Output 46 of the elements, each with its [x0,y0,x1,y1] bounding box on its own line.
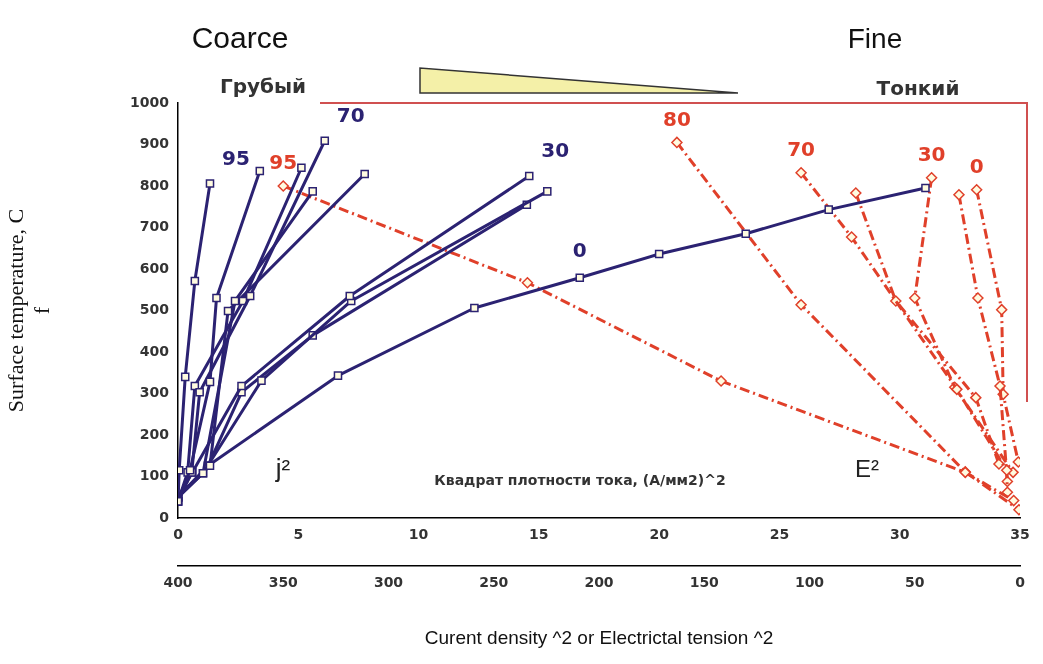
y-tick-label: 200 [139,425,170,442]
x2-tick-label: 150 [689,574,720,591]
x2-tick-label: 350 [268,574,299,591]
y-tick-label: 700 [139,218,170,235]
x-tick-label: 10 [408,526,429,543]
x2-tick-label: 250 [479,574,509,591]
y-tick-label: 500 [139,301,170,318]
series-label: 70 [787,136,815,161]
y-tick-label: 100 [139,467,170,484]
text: Тонкий [876,76,960,101]
annotation: j² [274,453,291,484]
text: Грубый [219,74,307,99]
x2-tick-label: 0 [1015,574,1026,591]
y-tick-label: 1000 [130,93,170,110]
y-tick-label: 400 [139,342,170,359]
series-label: 95 [269,150,298,175]
x-tick-label: 30 [889,526,910,543]
y-tick-label: 600 [139,259,170,276]
x2-tick-label: 50 [905,574,925,591]
series-label: 30 [541,138,570,163]
x-axis-title: Curent density ^2 or Electrictal tension ^2 [424,626,774,648]
y-tick-label: 300 [139,384,170,401]
x-tick-label: 35 [1010,526,1030,543]
text: Coarce [191,21,289,55]
series-label: 80 [662,106,691,131]
series-label: 95 [222,145,250,170]
x-tick-label: 5 [293,526,304,543]
y-tick-label: 900 [139,135,170,152]
x-tick-label: 25 [769,526,790,543]
x-tick-label: 0 [173,526,184,543]
x2-tick-label: 300 [373,574,404,591]
x2-tick-label: 100 [794,574,825,591]
y-tick-label: 0 [159,508,170,525]
annotation: Квадрат плотности тока, (А/мм2)^2 [434,471,726,488]
series-label: 0 [572,237,587,262]
y-axis-title: Surface temperature, C f [2,208,55,413]
y-tick-label: 800 [139,176,170,193]
x-tick-label: 15 [529,526,549,543]
x2-tick-label: 400 [163,574,193,591]
series-label: 70 [336,102,365,127]
x-tick-label: 20 [649,526,670,543]
series-label: 0 [969,153,984,178]
text: Fine [847,22,903,54]
x2-tick-label: 200 [584,574,614,591]
series-label: 30 [917,141,946,166]
annotation: E² [855,454,880,482]
